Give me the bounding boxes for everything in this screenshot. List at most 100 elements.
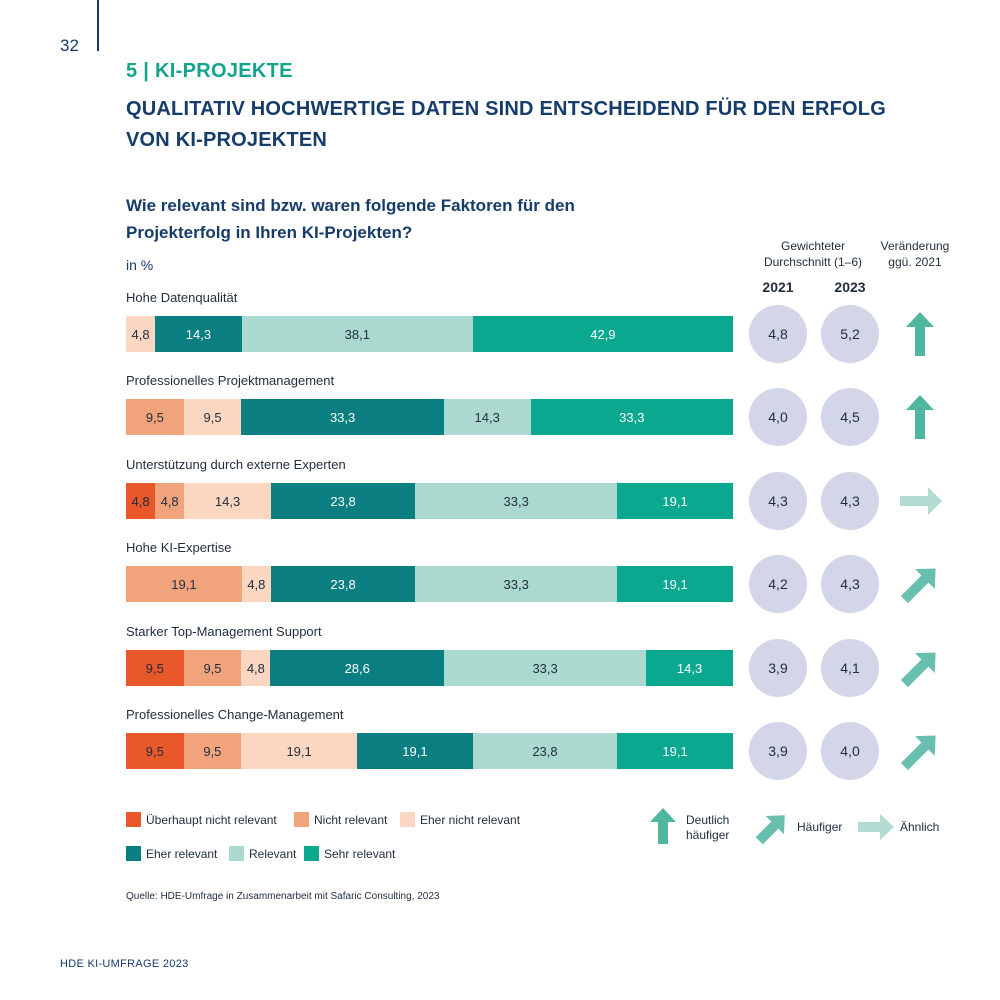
category-label-unterstuetzung-durch-externe-experten: Unterstützung durch externe Experten bbox=[126, 457, 346, 472]
year-2023-header: 2023 bbox=[834, 279, 866, 295]
data-label: 19,1 bbox=[662, 493, 688, 509]
legend-label: Überhaupt nicht relevant bbox=[146, 812, 277, 827]
key-label-line-1: Deutlich bbox=[686, 813, 730, 827]
page-number: 32 bbox=[60, 36, 79, 55]
data-label: 9,5 bbox=[145, 660, 164, 676]
legend-swatch bbox=[126, 846, 141, 861]
data-label: 14,3 bbox=[474, 409, 500, 425]
legend-swatch bbox=[400, 812, 415, 827]
bar-segment-eher-relevant: 19,1 bbox=[357, 733, 473, 769]
data-label: 4,8 bbox=[131, 326, 150, 342]
change-header-line-1: Veränderung bbox=[880, 239, 950, 253]
trend-arrow-diagonal-icon bbox=[900, 735, 936, 771]
bar-segment-nicht-relevant: 9,5 bbox=[126, 399, 184, 435]
category-label-starker-top-management-support: Starker Top-Management Support bbox=[126, 624, 322, 639]
section-title: 5 | KI-PROJEKTE bbox=[126, 60, 293, 82]
bar-segment-nicht-relevant: 19,1 bbox=[126, 566, 242, 602]
data-label: 4,8 bbox=[246, 660, 265, 676]
bar-segment-nicht-relevant: 9,5 bbox=[183, 650, 242, 686]
headline: QUALITATIV HOCHWERTIGE DATEN SIND ENTSCH… bbox=[126, 94, 926, 156]
bar-segment-eher-relevant: 23,8 bbox=[270, 483, 416, 519]
legend-label: Nicht relevant bbox=[314, 812, 388, 827]
headline-line-1: QUALITATIV HOCHWERTIGE DATEN SIND ENTSCH… bbox=[126, 98, 886, 120]
key-haeufiger: Häufiger bbox=[797, 820, 843, 834]
chart-title: Wie relevant sind bzw. waren folgende Fa… bbox=[126, 192, 646, 246]
bar-segment-sehr-relevant: 42,9 bbox=[472, 316, 733, 352]
bar-hohe-datenqualitaet: 4,8 14,3 38,1 42,9 bbox=[126, 316, 733, 352]
legend-label: Relevant bbox=[249, 846, 297, 861]
average-2021-hohe-ki-expertise: 4,2 bbox=[749, 555, 807, 613]
page-divider bbox=[97, 0, 99, 51]
bar-segment-relevant: 33,3 bbox=[415, 483, 618, 519]
data-label: 14,3 bbox=[185, 326, 212, 342]
bar-segment-ueberhaupt-nicht-relevant: 9,5 bbox=[126, 733, 184, 769]
legend-item-eher-nicht-relevant: Eher nicht relevant bbox=[400, 812, 520, 827]
key-aehnlich: Ähnlich bbox=[900, 820, 940, 834]
headline-line-2: VON KI-PROJEKTEN bbox=[126, 129, 328, 151]
data-label: 9,5 bbox=[203, 409, 222, 425]
data-label: 23,8 bbox=[330, 493, 356, 509]
trend-arrow-up-icon bbox=[906, 395, 934, 439]
bar-segment-eher-nicht-relevant: 4,8 bbox=[241, 650, 271, 686]
avg-header-line-2: Durchschnitt (1–6) bbox=[763, 255, 863, 269]
bar-segment-sehr-relevant: 19,1 bbox=[617, 483, 733, 519]
legend-label: Eher relevant bbox=[146, 846, 218, 861]
data-label: 4,8 bbox=[160, 493, 179, 509]
legend-label: Sehr relevant bbox=[324, 846, 396, 861]
average-2021-unterstuetzung-durch-externe-experten: 4,3 bbox=[749, 472, 807, 530]
average-2021-professionelles-projektmanagement: 4,0 bbox=[749, 388, 807, 446]
arrow-right-icon bbox=[858, 814, 894, 840]
legend-item-nicht-relevant: Nicht relevant bbox=[294, 812, 387, 827]
bar-segment-eher-nicht-relevant: 14,3 bbox=[184, 483, 271, 519]
legend-item-ueberhaupt-nicht-relevant: Überhaupt nicht relevant bbox=[126, 812, 277, 827]
chart-title-line-1: Wie relevant sind bzw. waren folgende Fa… bbox=[126, 196, 575, 215]
data-label: 33,3 bbox=[532, 660, 558, 676]
arrow-diagonal-icon bbox=[755, 815, 785, 845]
bar-segment-relevant: 23,8 bbox=[472, 733, 618, 769]
bar-segment-relevant: 38,1 bbox=[241, 316, 473, 352]
bar-segment-eher-nicht-relevant: 19,1 bbox=[241, 733, 357, 769]
bar-segment-sehr-relevant: 19,1 bbox=[617, 566, 733, 602]
average-2021-starker-top-management-support: 3,9 bbox=[749, 639, 807, 697]
category-label-professionelles-change-management: Professionelles Change-Management bbox=[126, 707, 344, 722]
bar-unterstuetzung-durch-externe-experten: 4,8 4,8 14,3 23,8 33,3 19,1 bbox=[126, 483, 733, 519]
bar-starker-top-management-support: 9,5 9,5 4,8 28,6 33,3 14,3 bbox=[126, 650, 733, 686]
average-2021-professionelles-change-management: 3,9 bbox=[749, 722, 807, 780]
data-label: 19,1 bbox=[402, 743, 428, 759]
key-label-line-2: häufiger bbox=[686, 828, 730, 842]
source-note: Quelle: HDE-Umfrage in Zusammenarbeit mi… bbox=[126, 891, 440, 902]
category-label-hohe-ki-expertise: Hohe KI-Expertise bbox=[126, 540, 232, 555]
legend-swatch bbox=[126, 812, 141, 827]
chart-title-line-2: Projekterfolg in Ihren KI-Projekten? bbox=[126, 223, 413, 242]
arrow-up-icon bbox=[650, 808, 676, 844]
legend-item-sehr-relevant: Sehr relevant bbox=[304, 846, 395, 861]
data-label: 33,3 bbox=[329, 409, 356, 425]
average-2023-hohe-datenqualitaet: 5,2 bbox=[821, 305, 879, 363]
data-label: 33,3 bbox=[619, 409, 645, 425]
legend-item-eher-relevant: Eher relevant bbox=[126, 846, 217, 861]
legend-swatch bbox=[304, 846, 319, 861]
average-2023-starker-top-management-support: 4,1 bbox=[821, 639, 879, 697]
bar-segment-ueberhaupt-nicht-relevant: 4,8 bbox=[126, 483, 156, 519]
data-label: 9,5 bbox=[203, 660, 222, 676]
page-footer: HDE KI-UMFRAGE 2023 bbox=[60, 958, 189, 970]
data-label: 33,3 bbox=[503, 493, 529, 509]
avg-header-line-1: Gewichteter bbox=[780, 239, 846, 253]
data-label: 33,3 bbox=[503, 576, 529, 592]
data-label: 19,1 bbox=[662, 576, 688, 592]
bar-segment-eher-relevant: 23,8 bbox=[270, 566, 416, 602]
legend-item-relevant: Relevant bbox=[229, 846, 296, 861]
average-2023-professionelles-change-management: 4,0 bbox=[821, 722, 879, 780]
trend-arrow-right-icon bbox=[900, 487, 942, 515]
bar-segment-relevant: 33,3 bbox=[444, 650, 647, 686]
bar-segment-eher-nicht-relevant: 4,8 bbox=[126, 316, 156, 352]
year-2021-header: 2021 bbox=[762, 279, 794, 295]
bar-segment-ueberhaupt-nicht-relevant: 9,5 bbox=[126, 650, 184, 686]
data-label: 4,8 bbox=[247, 576, 266, 592]
average-2023-hohe-ki-expertise: 4,3 bbox=[821, 555, 879, 613]
bar-segment-eher-nicht-relevant: 9,5 bbox=[183, 399, 242, 435]
bar-segment-sehr-relevant: 14,3 bbox=[646, 650, 733, 686]
data-label: 9,5 bbox=[203, 743, 222, 759]
bar-segment-eher-relevant: 28,6 bbox=[270, 650, 445, 686]
bar-professionelles-change-management: 9,5 9,5 19,1 19,1 23,8 19,1 bbox=[126, 733, 733, 769]
